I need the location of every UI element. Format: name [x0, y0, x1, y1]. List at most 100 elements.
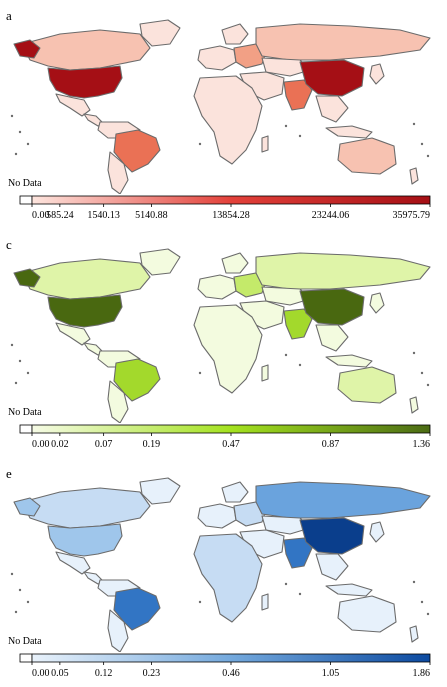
scandinavia-region — [221, 252, 249, 274]
no-data-swatch — [19, 424, 33, 434]
southeast-asia-region — [315, 95, 349, 123]
usa-region — [47, 294, 123, 328]
madagascar-region — [261, 364, 269, 382]
brazil-region — [113, 129, 161, 173]
alaska-region — [13, 39, 41, 59]
island-dot — [26, 371, 30, 375]
russia-region — [255, 23, 431, 61]
legend-tick-label: 0.47 — [222, 439, 240, 450]
no-data-label: No Data — [8, 178, 42, 189]
world-map — [10, 19, 431, 194]
island-dot — [18, 359, 22, 363]
panel-label: a — [6, 8, 12, 23]
legend-tick-label: 23244.06 — [312, 210, 350, 221]
new-zealand-region — [409, 167, 419, 185]
legend-tick-label: 0.87 — [322, 439, 340, 450]
island-dot — [298, 592, 302, 596]
mexico-region — [55, 322, 91, 346]
europe-west-region — [197, 45, 237, 71]
usa-region — [47, 65, 123, 99]
central-asia-region — [261, 286, 311, 306]
no-data-label: No Data — [8, 407, 42, 418]
legend-tick-label: 0.00 — [32, 668, 50, 679]
madagascar-region — [261, 135, 269, 153]
map-panel-a: a No Data 0.00 585.24 1540.13 5140.88 13854.… — [0, 0, 447, 229]
island-dot — [10, 114, 14, 118]
legend-tick-label: 5140.88 — [135, 210, 168, 221]
mexico-region — [55, 93, 91, 117]
legend-tick-label: 0.12 — [95, 668, 113, 679]
south-america-south — [107, 609, 129, 652]
legend-tick-label: 1.05 — [322, 668, 340, 679]
island-dot — [412, 122, 416, 126]
southeast-asia-region — [315, 324, 349, 352]
africa-region — [193, 304, 263, 394]
legend-tick-label: 1.86 — [413, 668, 431, 679]
brazil-region — [113, 587, 161, 631]
china-region — [299, 59, 365, 97]
map-panel-c: c No Data 0.00 0.02 0.07 0.19 0.47 0.87 1.36 — [0, 229, 447, 458]
alaska-region — [13, 268, 41, 288]
russia-region — [255, 252, 431, 290]
island-dot — [198, 142, 202, 146]
new-zealand-region — [409, 396, 419, 414]
island-dot — [26, 142, 30, 146]
indonesia-region — [325, 354, 373, 368]
new-zealand-region — [409, 625, 419, 643]
legend-tick-label: 0.23 — [143, 668, 161, 679]
japan-region — [369, 63, 385, 85]
south-america-south — [107, 151, 129, 194]
india-region — [283, 537, 313, 569]
no-data-label: No Data — [8, 636, 42, 647]
legend-colorbar — [31, 424, 431, 434]
island-dot — [298, 134, 302, 138]
canada-region — [21, 487, 151, 529]
india-region — [283, 308, 313, 340]
island-dot — [18, 588, 22, 592]
legend-tick-label: 0.07 — [95, 439, 113, 450]
africa-region — [193, 533, 263, 623]
africa-region — [193, 75, 263, 165]
island-dot — [298, 363, 302, 367]
island-dot — [10, 343, 14, 347]
no-data-swatch — [19, 653, 33, 663]
color-legend: 0.00 0.05 0.12 0.23 0.46 1.05 1.86 — [19, 653, 431, 679]
map-panel-e: e No Data 0.00 0.05 0.12 0.23 0.46 1.05 1.86 — [0, 458, 447, 687]
legend-tick-label: 0.02 — [51, 439, 69, 450]
island-dot — [26, 600, 30, 604]
south-america-south — [107, 380, 129, 423]
indonesia-region — [325, 125, 373, 139]
legend-tick-label: 0.00 — [32, 210, 50, 221]
india-region — [283, 79, 313, 111]
china-region — [299, 517, 365, 555]
japan-region — [369, 521, 385, 543]
canada-region — [21, 258, 151, 300]
island-dot — [14, 610, 18, 614]
legend-tick-label: 0.19 — [143, 439, 161, 450]
island-dot — [426, 383, 430, 387]
scandinavia-region — [221, 481, 249, 503]
legend-tick-label: 1540.13 — [87, 210, 120, 221]
usa-region — [47, 523, 123, 557]
legend-tick-label: 35975.79 — [393, 210, 431, 221]
panel-label: e — [6, 466, 12, 481]
island-dot — [14, 152, 18, 156]
island-dot — [426, 612, 430, 616]
scandinavia-region — [221, 23, 249, 45]
island-dot — [18, 130, 22, 134]
greenland-region — [139, 248, 181, 276]
madagascar-region — [261, 593, 269, 611]
europe-west-region — [197, 503, 237, 529]
island-dot — [10, 572, 14, 576]
panel-label: c — [6, 237, 12, 252]
world-map — [10, 477, 431, 652]
island-dot — [420, 600, 424, 604]
island-dot — [284, 353, 288, 357]
island-dot — [14, 381, 18, 385]
australia-region — [337, 595, 397, 633]
legend-tick-label: 0.00 — [32, 439, 50, 450]
indonesia-region — [325, 583, 373, 597]
no-data-swatch — [19, 195, 33, 205]
canada-region — [21, 29, 151, 71]
